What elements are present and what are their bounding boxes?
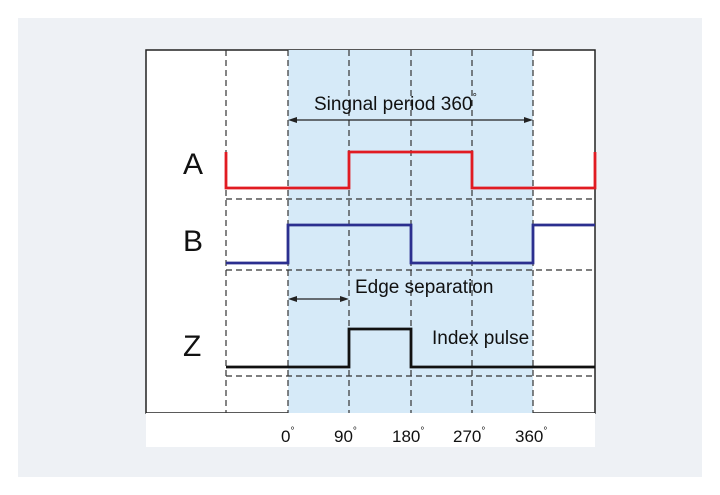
tick-label-0: 0° xyxy=(281,426,294,446)
signal-b-waveform xyxy=(226,223,595,265)
tick-label-90: 90° xyxy=(334,426,357,446)
signal-label-a: A xyxy=(183,148,203,181)
horizontal-separators xyxy=(226,198,595,377)
signal-z-waveform xyxy=(226,327,595,369)
tick-label-360: 360° xyxy=(515,426,547,446)
edge-separation-arrow xyxy=(288,296,349,302)
angle-axis: 0° 90° 180° 270° 360° xyxy=(281,426,547,446)
tick-label-180: 180° xyxy=(392,426,424,446)
signal-period-label: Singnal period 360° xyxy=(314,92,477,115)
index-pulse-label: Index pulse xyxy=(432,328,529,349)
signal-period-arrow xyxy=(288,117,533,123)
tick-label-270: 270° xyxy=(453,426,485,446)
tick-label-strip xyxy=(146,413,595,447)
edge-separation-label: Edge separation xyxy=(355,277,493,298)
signal-label-z: Z xyxy=(183,330,201,363)
signal-a-waveform xyxy=(224,150,597,190)
signal-label-b: B xyxy=(183,225,203,258)
